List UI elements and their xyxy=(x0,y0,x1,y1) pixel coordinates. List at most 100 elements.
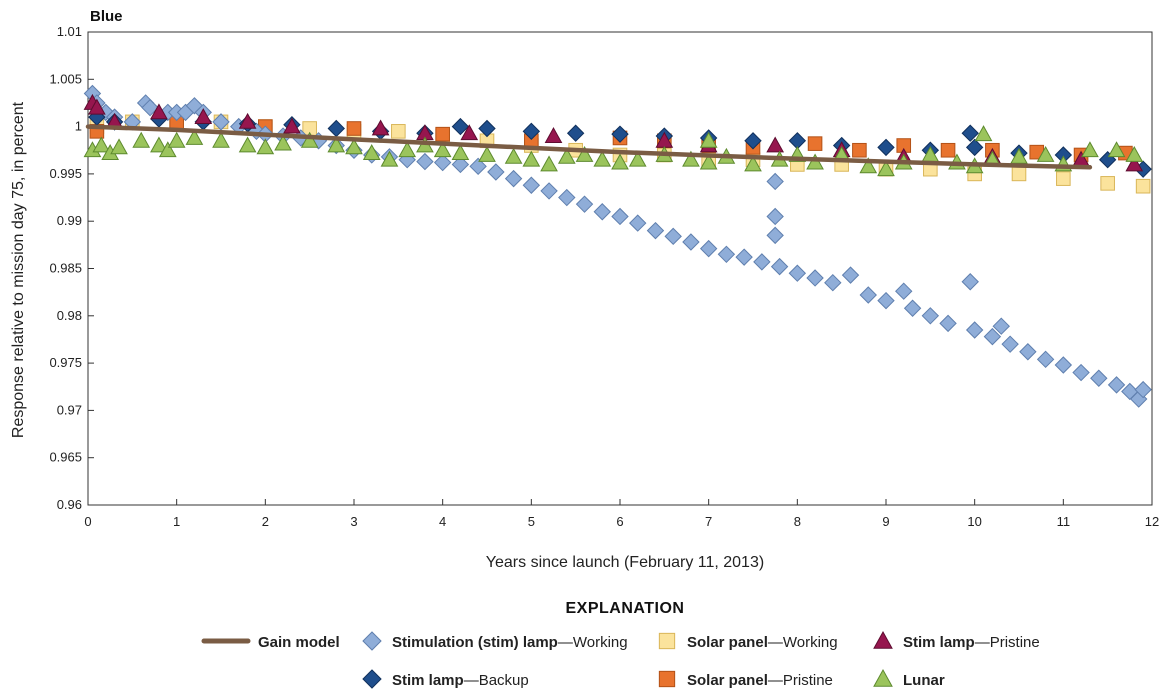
legend-item-0: Gain model xyxy=(201,634,340,651)
legend-label-bold: Solar panel xyxy=(687,672,768,689)
data-point xyxy=(753,253,771,271)
data-point xyxy=(852,142,867,158)
data-point xyxy=(735,248,753,266)
data-point xyxy=(877,160,895,177)
data-point xyxy=(575,195,594,213)
data-point xyxy=(88,98,106,115)
data-point xyxy=(859,286,877,304)
x-tick-label: 9 xyxy=(882,514,889,529)
data-point xyxy=(682,233,700,251)
data-point xyxy=(92,136,111,153)
series-layer xyxy=(83,84,1152,408)
x-axis-title: Years since launch (February 11, 2013) xyxy=(486,554,764,571)
data-point xyxy=(132,131,151,148)
data-point xyxy=(877,291,895,310)
legend-item-5: Stim lamp—Pristine xyxy=(873,630,1040,651)
data-point xyxy=(921,307,940,325)
data-point xyxy=(1036,145,1055,162)
y-tick-label: 0.98 xyxy=(57,308,82,323)
legend-label-rest: —Pristine xyxy=(975,634,1040,651)
data-point xyxy=(141,98,159,117)
data-point xyxy=(1107,141,1126,158)
x-tick-label: 3 xyxy=(350,514,357,529)
data-point xyxy=(824,273,842,292)
data-point xyxy=(1125,155,1144,172)
data-point xyxy=(611,125,629,143)
legend-item-1: Stimulation (stim) lamp—Working xyxy=(362,631,628,651)
y-tick-label: 1.005 xyxy=(49,71,82,86)
data-point xyxy=(478,145,496,162)
data-point xyxy=(110,138,128,155)
data-point xyxy=(435,126,450,142)
data-point xyxy=(806,153,824,170)
data-point xyxy=(646,221,665,240)
data-point xyxy=(841,266,860,284)
data-point xyxy=(283,117,301,134)
data-point xyxy=(682,150,700,167)
data-point xyxy=(451,144,470,160)
data-point xyxy=(1100,176,1115,191)
data-point xyxy=(478,119,496,138)
legend-label-bold: Stim lamp xyxy=(903,634,975,651)
x-axis: 0 1 2 3 4 5 6 7 8 9 10 11 12 xyxy=(84,499,1159,529)
series-1 xyxy=(83,84,1152,408)
y-tick-label: 0.965 xyxy=(49,450,82,465)
data-point xyxy=(451,155,470,174)
data-point xyxy=(629,214,647,232)
data-point xyxy=(770,257,789,276)
data-point xyxy=(575,145,594,162)
data-point xyxy=(238,112,257,129)
data-point xyxy=(150,136,168,153)
legend-heading: EXPLANATION xyxy=(566,600,685,617)
data-point xyxy=(566,124,585,142)
x-tick-label: 5 xyxy=(528,514,535,529)
legend-swatch xyxy=(658,632,676,650)
data-point xyxy=(460,124,479,141)
x-tick-label: 1 xyxy=(173,514,180,529)
data-point xyxy=(1001,335,1019,353)
legend-label-rest: —Pristine xyxy=(768,672,833,689)
data-point xyxy=(593,150,612,167)
data-point xyxy=(939,314,957,333)
data-point xyxy=(992,317,1010,335)
data-point xyxy=(788,264,807,282)
data-point xyxy=(877,138,895,157)
data-point xyxy=(256,138,275,155)
y-tick-label: 0.995 xyxy=(49,166,82,181)
data-point xyxy=(238,136,257,153)
data-point xyxy=(766,172,784,191)
data-point xyxy=(522,122,541,141)
data-point xyxy=(1135,178,1151,194)
y-tick-label: 1.01 xyxy=(57,24,82,39)
legend-label: Gain model xyxy=(258,634,340,651)
data-point xyxy=(744,155,762,172)
legend-label: Stim lamp—Backup xyxy=(392,672,529,689)
data-point xyxy=(1056,171,1071,186)
x-tick-label: 0 xyxy=(84,514,91,529)
y-tick-label: 0.975 xyxy=(49,355,82,370)
data-point xyxy=(699,153,718,170)
data-point xyxy=(504,169,523,188)
data-point xyxy=(983,327,1002,346)
data-point xyxy=(1036,350,1055,369)
series-2 xyxy=(88,108,1152,178)
data-point xyxy=(433,141,452,158)
data-point xyxy=(469,157,487,176)
data-point xyxy=(362,144,381,160)
data-point xyxy=(895,282,913,300)
data-point xyxy=(961,273,979,291)
data-point xyxy=(903,299,922,317)
data-point xyxy=(593,203,611,221)
legend-label: Solar panel—Pristine xyxy=(687,672,833,689)
data-point xyxy=(327,136,346,153)
legend-item-3: Solar panel—Working xyxy=(658,632,838,651)
data-point xyxy=(522,176,541,194)
data-point xyxy=(744,132,762,150)
data-point xyxy=(557,147,576,164)
y-tick-label: 0.97 xyxy=(57,402,82,417)
legend-item-2: Stim lamp—Backup xyxy=(362,669,529,689)
x-tick-label: 10 xyxy=(967,514,981,529)
data-point xyxy=(504,147,523,164)
